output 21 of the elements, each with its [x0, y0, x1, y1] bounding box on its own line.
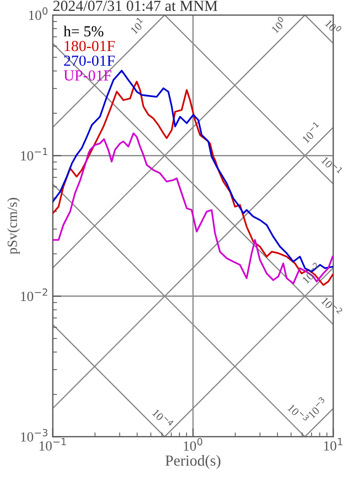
annotation: 10$^{−3}$: [287, 402, 310, 424]
text: UP-01F: [64, 70, 112, 81]
x-tick-label: 10$^{1}$: [324, 438, 342, 451]
legend-title: h= 5%: [64, 26, 104, 37]
annotation: 10$^{−1}$: [320, 154, 343, 176]
text: 180-01F: [64, 40, 115, 52]
y-tick-label: 10$^{0}$: [29, 7, 48, 20]
annotation: 10$^{−2}$: [320, 295, 343, 317]
annotation: 10$^{0}$: [269, 16, 287, 34]
y-tick-label: 10$^{−2}$: [21, 288, 48, 302]
y-axis-title: pSv(cm/s): [7, 198, 20, 254]
annotation: 10$^{1}$: [128, 17, 146, 34]
series-label: 270-01F: [64, 56, 115, 66]
x-tick-label: 10$^{0}$: [184, 438, 202, 451]
annotation: 10$^{−4}$: [152, 407, 174, 430]
y-tick-label: 10$^{−1}$: [21, 148, 48, 160]
annotation: 10$^{−2}$: [300, 262, 322, 284]
chart-title: 2024/07/31 01:47 at MNM: [53, 0, 218, 12]
x-axis-title: Period(s): [165, 455, 220, 469]
annotation: 10$^{0}$: [324, 18, 342, 36]
annotation: 10$^{−1}$: [300, 121, 322, 144]
